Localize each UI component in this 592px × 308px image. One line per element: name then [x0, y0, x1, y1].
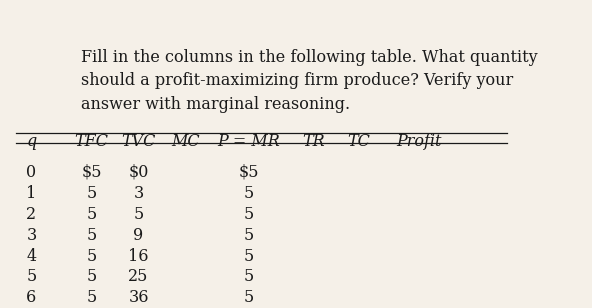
Text: 5: 5: [243, 206, 253, 223]
Text: 2: 2: [26, 206, 37, 223]
Text: 5: 5: [86, 269, 96, 286]
Text: q: q: [26, 133, 37, 150]
Text: $5: $5: [81, 164, 102, 181]
Text: 4: 4: [26, 248, 37, 265]
Text: 16: 16: [128, 248, 149, 265]
Text: 5: 5: [86, 206, 96, 223]
Text: 5: 5: [86, 248, 96, 265]
Text: TC: TC: [347, 133, 370, 150]
Text: $0: $0: [128, 164, 149, 181]
Text: $5: $5: [238, 164, 259, 181]
Text: 36: 36: [128, 290, 149, 306]
Text: TFC: TFC: [75, 133, 108, 150]
Text: 5: 5: [243, 290, 253, 306]
Text: 5: 5: [86, 227, 96, 244]
Text: 5: 5: [26, 269, 37, 286]
Text: 1: 1: [26, 185, 37, 202]
Text: 5: 5: [243, 227, 253, 244]
Text: 5: 5: [243, 248, 253, 265]
Text: 5: 5: [243, 185, 253, 202]
Text: 5: 5: [86, 185, 96, 202]
Text: 3: 3: [26, 227, 37, 244]
Text: TVC: TVC: [121, 133, 156, 150]
Text: P = MR: P = MR: [217, 133, 280, 150]
Text: TR: TR: [303, 133, 325, 150]
Text: 3: 3: [133, 185, 144, 202]
Text: 9: 9: [133, 227, 144, 244]
Text: 5: 5: [133, 206, 144, 223]
Text: 25: 25: [128, 269, 149, 286]
Text: Fill in the columns in the following table. What quantity
should a profit-maximi: Fill in the columns in the following tab…: [81, 49, 538, 113]
Text: 6: 6: [26, 290, 37, 306]
Text: 5: 5: [243, 269, 253, 286]
Text: Profit: Profit: [396, 133, 441, 150]
Text: 5: 5: [86, 290, 96, 306]
Text: 0: 0: [26, 164, 37, 181]
Text: MC: MC: [171, 133, 200, 150]
